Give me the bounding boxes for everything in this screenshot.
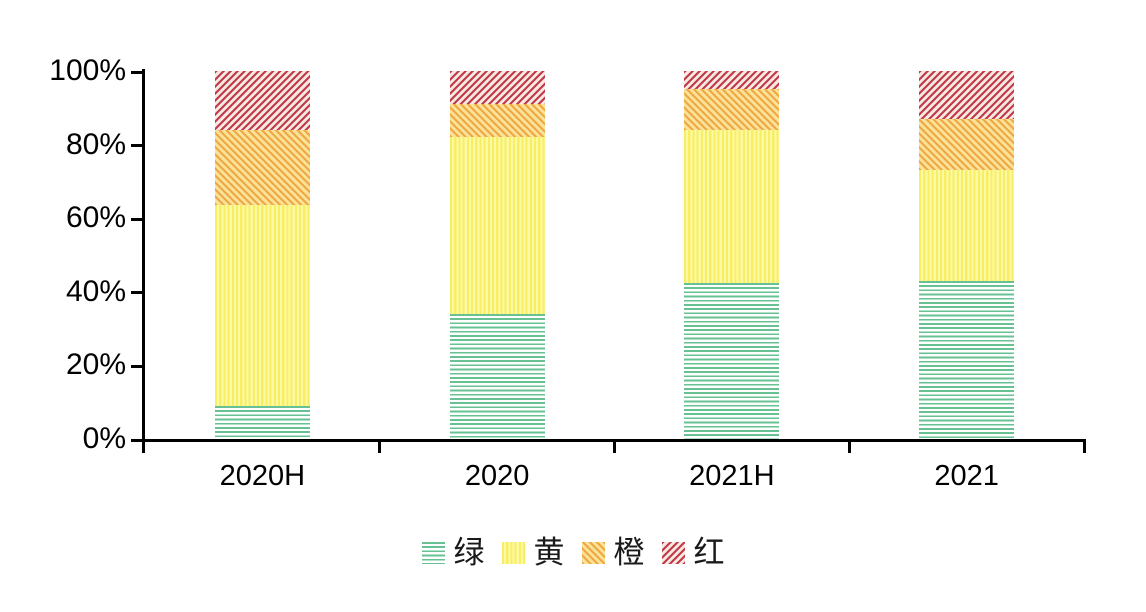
x-axis-tick [613, 439, 616, 453]
bar-2020-segment-green[interactable] [449, 313, 545, 439]
x-tick-label-2021H: 2021H [689, 460, 775, 492]
legend-swatch-red [661, 542, 685, 564]
bar-2021H-segment-green[interactable] [684, 282, 780, 439]
bar-2020-segment-red[interactable] [449, 71, 545, 105]
bar-2021H-segment-red[interactable] [684, 71, 780, 90]
y-axis-tick [131, 291, 143, 295]
x-axis-tick [847, 439, 851, 453]
bar-2020[interactable] [449, 71, 545, 439]
x-tick-label-2020: 2020 [464, 460, 530, 492]
legend-label-red: 红 [693, 535, 725, 570]
legend-label-yellow: 黄 [533, 535, 565, 570]
legend-item-red[interactable]: 红 [661, 535, 725, 570]
y-tick-label: 60% [65, 201, 126, 235]
y-axis-tick [131, 438, 143, 442]
bar-2020H-segment-green[interactable] [214, 405, 310, 439]
y-tick-label: 40% [65, 274, 126, 308]
y-axis-line [142, 69, 145, 453]
y-tick-label: 100% [49, 54, 126, 87]
legend-item-orange[interactable]: 橙 [581, 535, 645, 570]
legend-swatch-yellow [501, 542, 525, 564]
bar-2021-segment-orange[interactable] [919, 118, 1015, 171]
legend-item-yellow[interactable]: 黄 [501, 535, 565, 570]
bar-2020H-segment-red[interactable] [214, 71, 310, 130]
y-axis-tick [131, 217, 143, 221]
x-tick-label-2020H: 2020H [219, 460, 306, 492]
y-tick-label: 80% [65, 127, 126, 161]
bar-2021-segment-yellow[interactable] [919, 170, 1015, 281]
legend-swatch-green [421, 542, 445, 564]
legend: 绿黄橙红 [0, 536, 1146, 570]
y-axis-tick [131, 70, 143, 74]
x-axis-tick [378, 439, 382, 453]
y-axis-tick [131, 144, 143, 148]
bar-2021H-segment-orange[interactable] [684, 89, 780, 130]
bar-2020H-segment-orange[interactable] [214, 129, 310, 206]
bar-2020H[interactable] [214, 71, 310, 439]
bar-2020-segment-orange[interactable] [449, 104, 545, 138]
bar-2021[interactable] [919, 71, 1015, 439]
x-tick-label-2021: 2021 [934, 460, 999, 492]
bar-2021-segment-green[interactable] [919, 280, 1015, 439]
bar-2021H[interactable] [684, 71, 780, 439]
bar-2020H-segment-yellow[interactable] [214, 205, 310, 406]
y-tick-label: 20% [65, 348, 126, 382]
bar-2021H-segment-yellow[interactable] [684, 129, 780, 283]
legend-label-green: 绿 [453, 535, 485, 570]
bar-2020-segment-yellow[interactable] [449, 137, 545, 314]
y-axis-tick [131, 364, 143, 368]
legend-label-orange: 橙 [613, 535, 645, 570]
bar-2021-segment-red[interactable] [919, 71, 1015, 119]
legend-swatch-orange [581, 542, 605, 564]
x-axis-tick [1082, 439, 1086, 453]
y-tick-label: 0% [82, 422, 126, 455]
legend-item-green[interactable]: 绿 [421, 535, 485, 570]
